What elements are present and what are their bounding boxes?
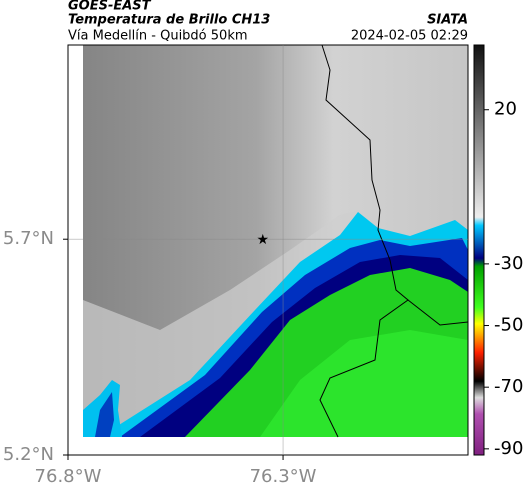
location-marker: ★ [257,232,270,248]
source: GOES-EAST [68,0,152,14]
region: Vía Medellín - Quibdó 50km [68,29,248,44]
x-tick-label: 76.8°W [35,466,102,487]
colorbar-tick-label: -30 [494,253,523,274]
x-tick-label: 76.3°W [250,466,317,487]
agency: SIATA [427,13,468,28]
timestamp: 2024-02-05 02:29 [351,29,468,44]
colorbar [473,44,485,456]
map-frame [67,44,469,456]
colorbar-tick-label: 20 [494,99,517,120]
colorbar-tick-label: -90 [494,438,523,459]
colorbar-tick-label: -50 [494,315,523,336]
y-tick-label: 5.7°N [3,228,54,249]
product: Temperatura de Brillo CH13 [68,13,270,28]
colorbar-tick-label: -70 [494,376,523,397]
imagery [83,44,469,438]
y-tick-label: 5.2°N [3,444,54,465]
